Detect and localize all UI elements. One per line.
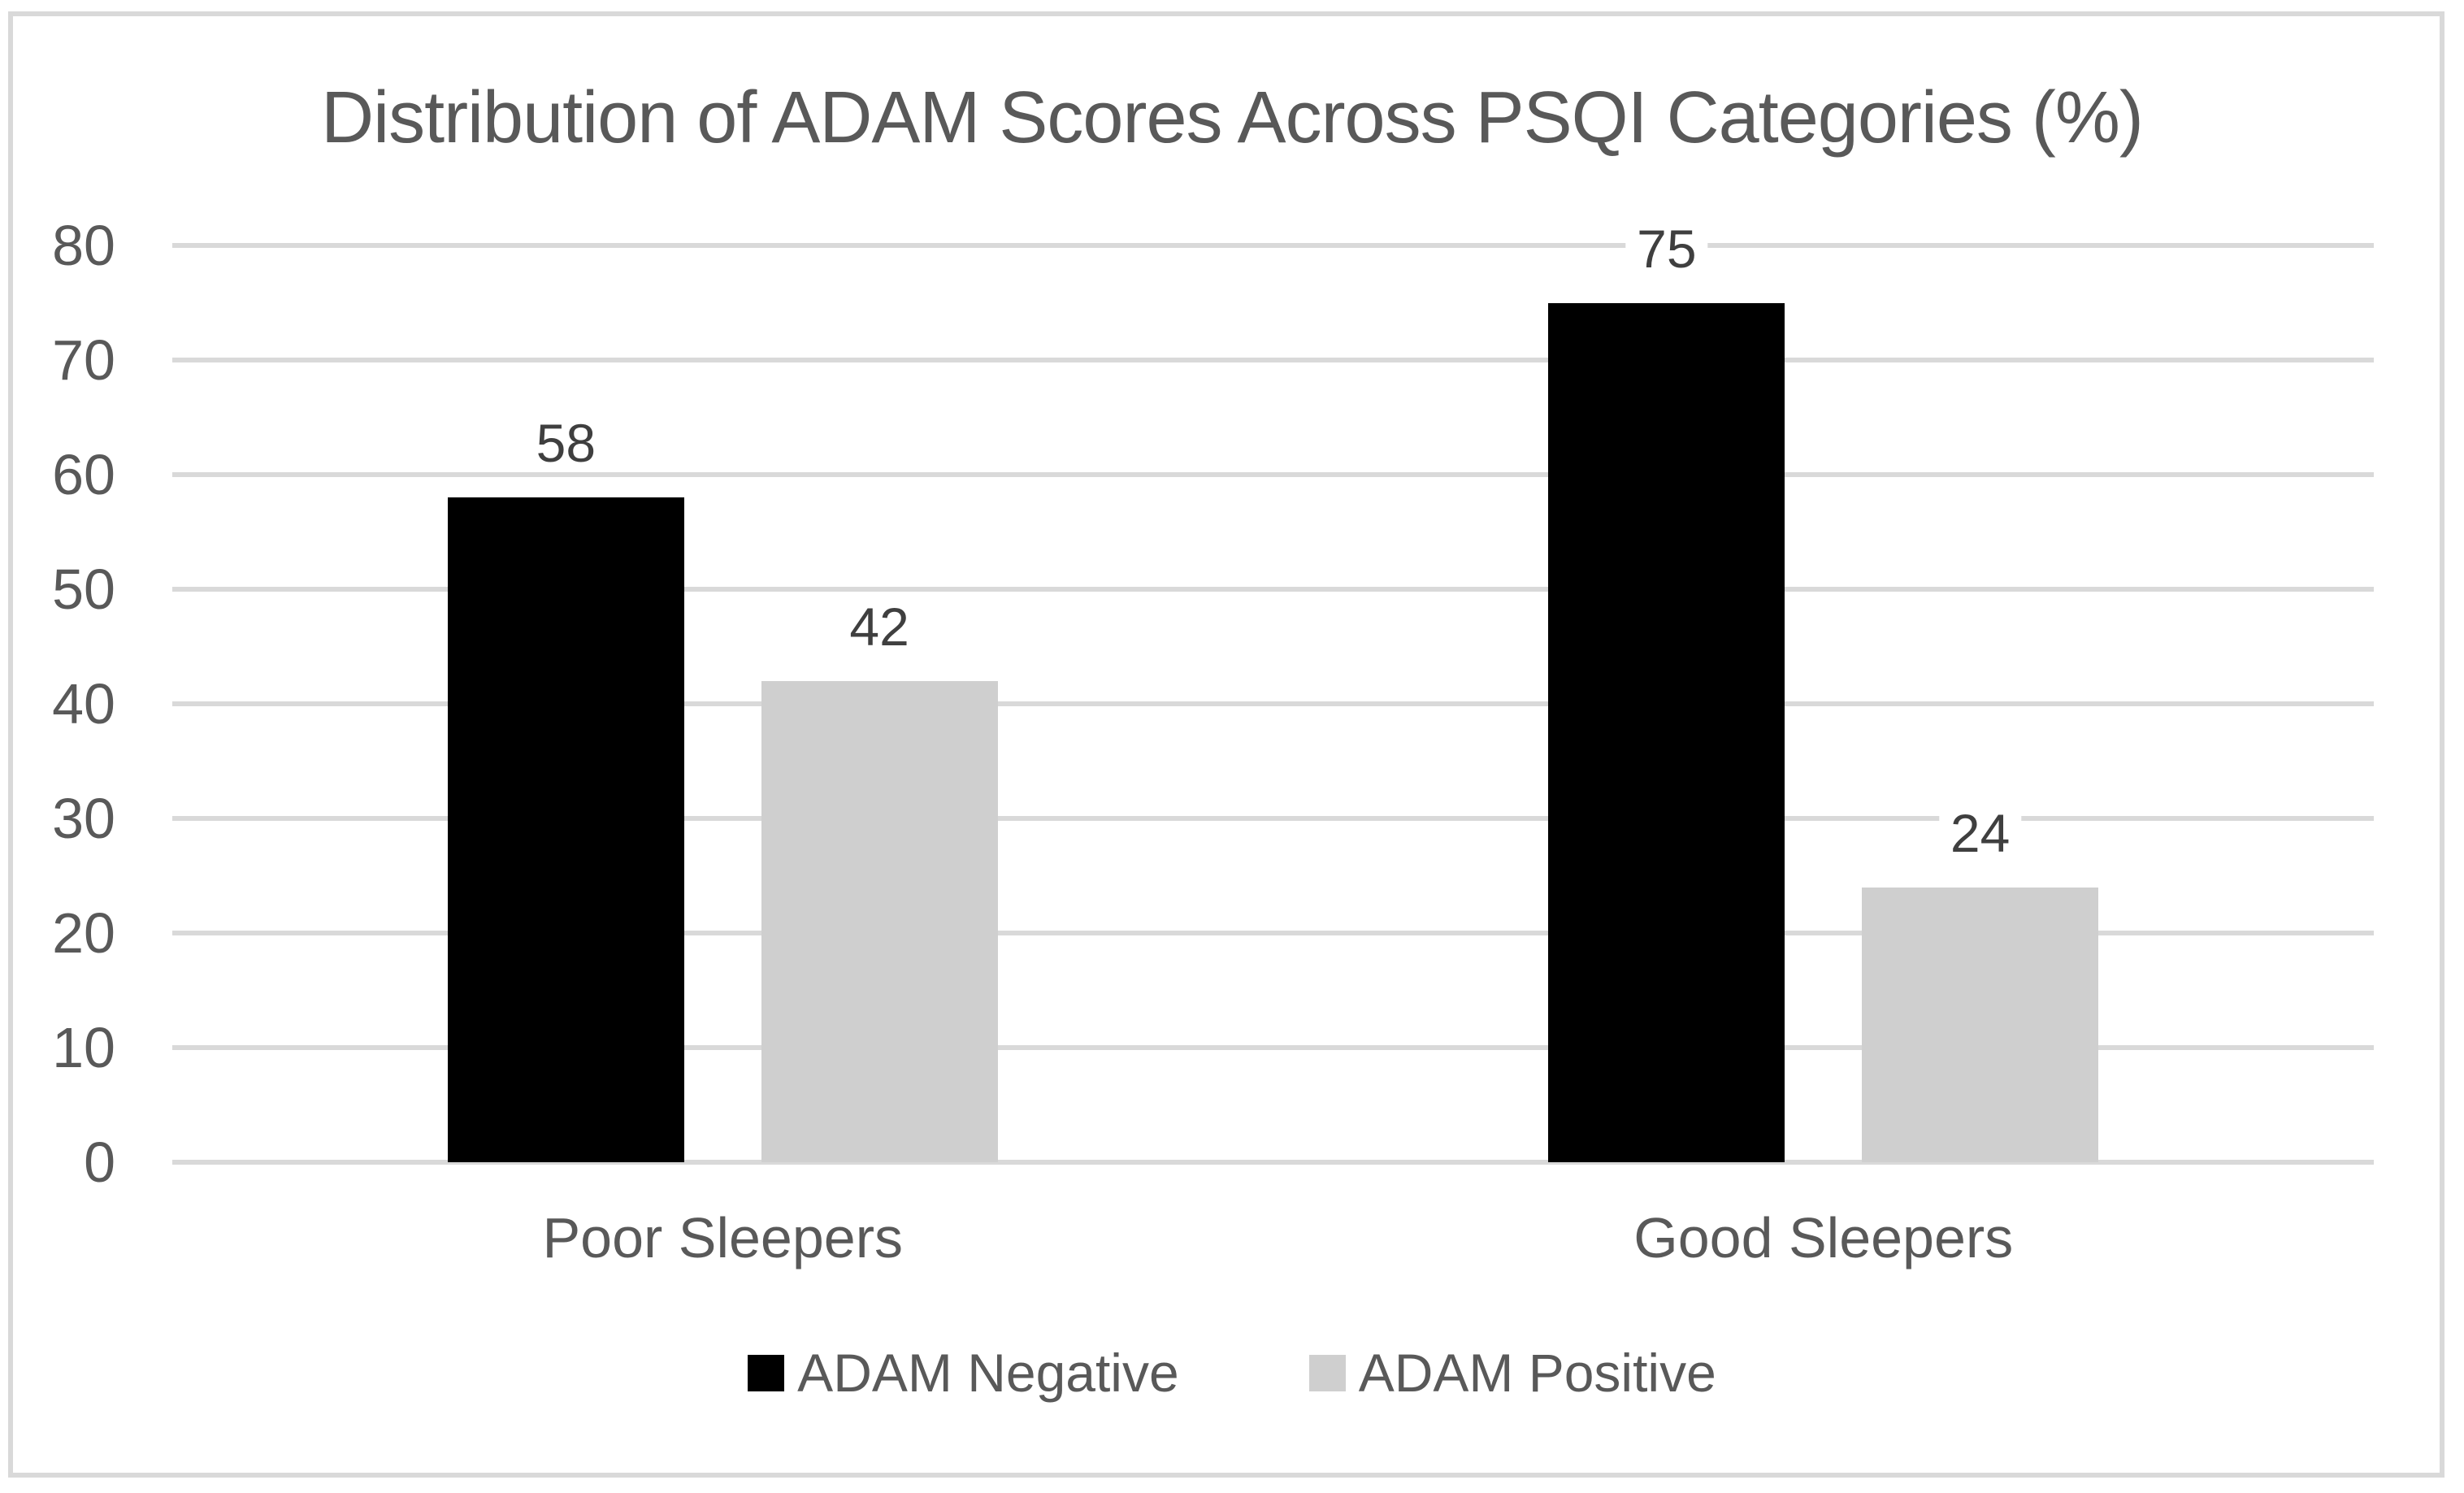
legend-label: ADAM Positive — [1358, 1343, 1716, 1403]
chart-title: Distribution of ADAM Scores Across PSQI … — [321, 77, 2144, 158]
y-tick-label: 0 — [84, 1131, 115, 1194]
legend: ADAM Negative ADAM Positive — [0, 1344, 2464, 1401]
gridline — [172, 358, 2374, 362]
gridline — [172, 816, 2374, 821]
y-tick-label: 50 — [52, 558, 115, 621]
y-tick-label: 30 — [52, 787, 115, 850]
legend-label: ADAM Negative — [797, 1343, 1179, 1403]
x-category-label-good-sleepers: Good Sleepers — [1633, 1206, 2014, 1269]
legend-marker-adam-negative — [748, 1354, 785, 1391]
gridline — [172, 701, 2374, 706]
y-tick-label: 40 — [52, 672, 115, 736]
bar-adam-negative-poor-sleepers: 58 — [447, 416, 684, 1162]
gridline — [172, 931, 2374, 935]
gridline — [172, 587, 2374, 592]
bar-adam-positive-good-sleepers: 24 — [1862, 805, 2099, 1162]
bar-value-label: 75 — [1625, 221, 1708, 276]
y-tick-label: 80 — [52, 214, 115, 277]
y-tick-label: 70 — [52, 328, 115, 392]
x-category-label-poor-sleepers: Poor Sleepers — [542, 1206, 904, 1269]
y-tick-label: 20 — [52, 901, 115, 965]
gridline — [172, 1045, 2374, 1050]
gridline — [172, 243, 2374, 248]
y-axis: 0 10 20 30 40 50 60 70 80 — [0, 217, 115, 1191]
gridline — [172, 1160, 2374, 1165]
legend-marker-adam-positive — [1308, 1354, 1346, 1391]
chart-frame — [8, 11, 2444, 1478]
bar-value-label: 42 — [838, 599, 921, 653]
plot-area: 58 42 75 24 — [172, 221, 2374, 1165]
gridline — [172, 472, 2374, 477]
y-tick-label: 10 — [52, 1016, 115, 1079]
bar-adam-positive-poor-sleepers: 42 — [761, 599, 998, 1162]
x-axis: Poor Sleepers Good Sleepers — [172, 1209, 2374, 1283]
bar-adam-negative-good-sleepers: 75 — [1548, 221, 1785, 1162]
bar-value-label: 24 — [1938, 805, 2022, 860]
y-tick-label: 60 — [52, 443, 115, 506]
legend-item-adam-positive: ADAM Positive — [1308, 1343, 1716, 1403]
bar-value-label: 58 — [524, 416, 608, 471]
legend-item-adam-negative: ADAM Negative — [748, 1344, 1179, 1401]
